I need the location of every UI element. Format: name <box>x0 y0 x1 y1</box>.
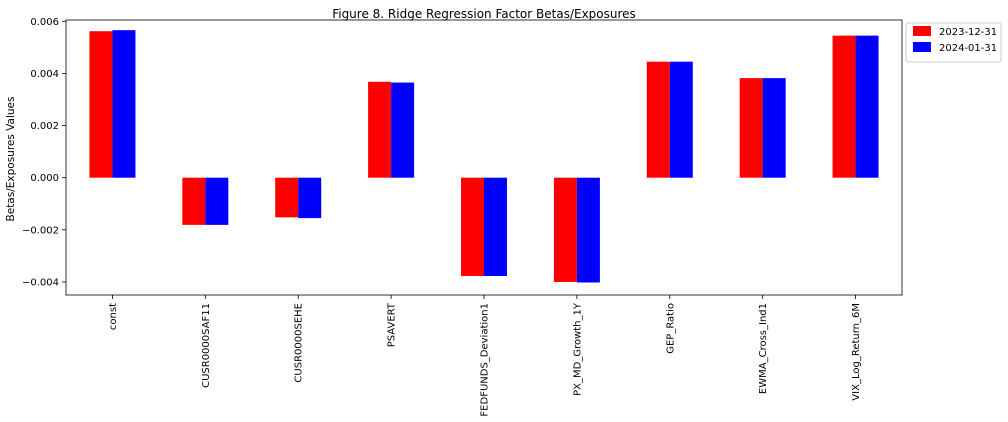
y-tick-label: 0.006 <box>30 17 59 28</box>
x-tick-label: VIX_Log_Return_6M <box>851 303 862 401</box>
bar-2024-01-31-EWMA_Cross_Ind1 <box>762 78 786 178</box>
bar-2024-01-31-PX_MD_Growth_1Y <box>576 177 600 283</box>
bar-2023-12-31-EWMA_Cross_Ind1 <box>739 78 763 178</box>
bar-group <box>89 30 879 283</box>
chart-title: Figure 8. Ridge Regression Factor Betas/… <box>332 7 636 21</box>
bar-2023-12-31-FEDFUNDS_Deviation1 <box>461 177 484 276</box>
bar-2024-01-31-const <box>112 30 136 178</box>
bar-2024-01-31-CUSR0000SEHE <box>298 177 322 219</box>
bar-2024-01-31-GEP_Ratio <box>669 61 693 178</box>
x-tick-label: GEP_Ratio <box>665 303 676 354</box>
legend-label: 2023-12-31 <box>939 27 997 38</box>
y-tick-label: 0.002 <box>30 121 59 132</box>
bar-2023-12-31-CUSR0000SEHE <box>275 177 299 218</box>
y-axis: −0.004 −0.002 0.000 0.002 0.004 0.006 <box>22 17 66 288</box>
y-axis-label: Betas/Exposures Values <box>5 97 17 222</box>
x-axis: const CUSR0000SAF11 CUSR0000SEHE PSAVERT FED… <box>108 295 862 417</box>
bar-2024-01-31-PSAVERT <box>391 82 415 178</box>
legend: 2023-12-31 2024-01-31 <box>905 22 1002 63</box>
x-tick-label: FEDFUNDS_Deviation1 <box>480 303 491 417</box>
bar-2023-12-31-GEP_Ratio <box>646 61 670 178</box>
y-tick-label: −0.002 <box>22 225 59 236</box>
bar-2024-01-31-FEDFUNDS_Deviation1 <box>484 177 507 276</box>
bar-2024-01-31-VIX_Log_Return_6M <box>855 35 879 178</box>
x-tick-label: PX_MD_Growth_1Y <box>572 302 583 396</box>
legend-label: 2024-01-31 <box>939 43 997 54</box>
y-tick-label: 0.000 <box>30 173 59 184</box>
x-tick-label: const <box>108 303 119 330</box>
legend-swatch <box>913 42 931 52</box>
x-tick-label: EWMA_Cross_Ind1 <box>758 303 769 394</box>
bar-2024-01-31-CUSR0000SAF11 <box>205 177 229 225</box>
plot-frame <box>65 19 903 296</box>
y-tick-label: 0.004 <box>30 69 59 80</box>
legend-swatch <box>913 26 931 36</box>
x-tick-label: CUSR0000SEHE <box>294 303 305 383</box>
bar-2023-12-31-VIX_Log_Return_6M <box>832 35 856 178</box>
y-tick-label: −0.004 <box>22 277 59 288</box>
bar-2023-12-31-PSAVERT <box>368 81 392 178</box>
bar-2023-12-31-const <box>89 31 113 178</box>
x-tick-label: PSAVERT <box>387 302 398 347</box>
bar-2023-12-31-PX_MD_Growth_1Y <box>553 177 577 282</box>
x-tick-label: CUSR0000SAF11 <box>201 303 212 388</box>
bar-2023-12-31-CUSR0000SAF11 <box>182 177 206 225</box>
